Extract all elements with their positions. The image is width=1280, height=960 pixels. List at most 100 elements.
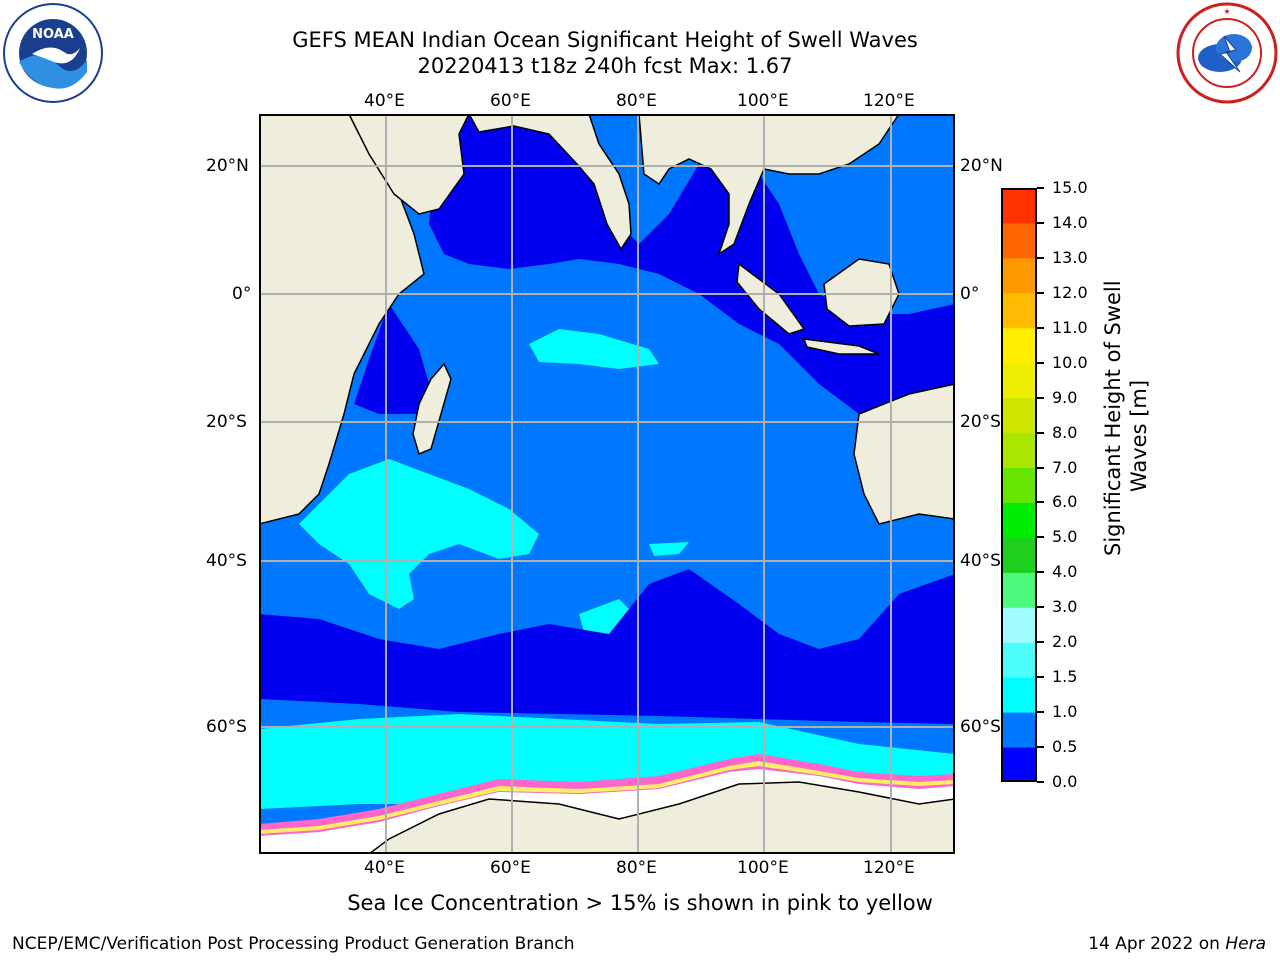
- lon-label-bottom: 40°E: [364, 858, 405, 878]
- colorbar-tick-label: 7.0: [1052, 457, 1078, 477]
- lon-label-top: 100°E: [737, 91, 789, 111]
- colorbar-tick-label: 2.0: [1052, 632, 1078, 652]
- colorbar-tick-label: 13.0: [1052, 247, 1088, 267]
- colorbar-cell: [1002, 502, 1036, 538]
- colorbar-tick-mark: [1037, 501, 1044, 504]
- lat-label-right: 20°N: [960, 156, 1003, 176]
- lon-label-top: 60°E: [490, 91, 531, 111]
- swell-patch-central: [529, 329, 659, 369]
- ocean-low-swell-south: [260, 569, 954, 724]
- colorbar-tick-mark: [1037, 431, 1044, 434]
- sea-ice-note: Sea Ice Concentration > 15% is shown in …: [347, 891, 933, 915]
- lon-label-bottom: 80°E: [616, 858, 657, 878]
- colorbar-tick-mark: [1037, 361, 1044, 364]
- colorbar-cell: [1002, 432, 1036, 469]
- lon-label-bottom: 100°E: [737, 858, 789, 878]
- antarctica-land: [369, 781, 954, 853]
- colorbar-tick-label: 0.0: [1052, 772, 1078, 791]
- colorbar: [1001, 188, 1037, 782]
- colorbar-cell: [1002, 292, 1036, 329]
- colorbar-cell: [1002, 467, 1036, 503]
- swell-patch-south: [579, 599, 634, 634]
- swell-patch-small: [649, 542, 689, 556]
- colorbar-tick-mark: [1037, 291, 1044, 294]
- colorbar-tick-label: 9.0: [1052, 387, 1078, 407]
- lon-label-top: 80°E: [616, 91, 657, 111]
- nws-logo: ★: [1176, 2, 1278, 104]
- lon-label-top: 40°E: [364, 91, 405, 111]
- colorbar-tick-label: 15.0: [1052, 178, 1088, 197]
- noaa-logo: NOAA: [2, 2, 104, 104]
- colorbar-tick-label: 3.0: [1052, 597, 1078, 617]
- arabia-land: [348, 115, 470, 215]
- colorbar-tick-label: 1.5: [1052, 667, 1078, 687]
- colorbar-cell: [1002, 222, 1036, 259]
- colorbar-tick-mark: [1037, 221, 1044, 224]
- colorbar-tick-label: 6.0: [1052, 492, 1078, 512]
- colorbar-cell: [1002, 327, 1036, 364]
- footer-date: 14 Apr 2022 on Hera: [1088, 934, 1266, 954]
- colorbar-tick-label: 0.5: [1052, 737, 1078, 757]
- lat-label-left: 0°: [232, 284, 252, 304]
- colorbar-tick-mark: [1037, 256, 1044, 259]
- colorbar-tick-mark: [1037, 711, 1044, 714]
- colorbar-tick-mark: [1037, 746, 1044, 749]
- chart-title: GEFS MEAN Indian Ocean Significant Heigh…: [292, 28, 918, 52]
- colorbar-cell: [1002, 362, 1036, 399]
- colorbar-tick-label: 4.0: [1052, 562, 1078, 582]
- colorbar-tick-mark: [1037, 187, 1044, 189]
- lat-label-right: 40°S: [960, 551, 1001, 571]
- lat-label-right: 20°S: [960, 412, 1001, 432]
- footer-host: Hera: [1225, 934, 1266, 954]
- colorbar-cell: [1002, 537, 1036, 573]
- colorbar-cell: [1002, 188, 1036, 224]
- lon-label-top: 120°E: [863, 91, 915, 111]
- colorbar-tick-mark: [1037, 326, 1044, 329]
- colorbar-cell: [1002, 747, 1036, 782]
- map-frame: [259, 114, 955, 854]
- colorbar-tick-label: 8.0: [1052, 422, 1078, 442]
- india-land: [468, 115, 632, 251]
- lat-label-left: 20°N: [206, 156, 249, 176]
- swell-patch-southwest: [299, 459, 539, 609]
- ocean-low-swell-mozambique: [354, 304, 439, 414]
- sea-ice-edge-yellow: [260, 761, 954, 834]
- colorbar-tick-mark: [1037, 466, 1044, 469]
- colorbar-label: Significant Height of Swell Waves [m]: [1100, 280, 1152, 556]
- noaa-logo-text: NOAA: [32, 27, 74, 42]
- colorbar-cell: [1002, 572, 1036, 608]
- australia-land: [853, 383, 954, 525]
- lon-label-bottom: 120°E: [863, 858, 915, 878]
- colorbar-tick-label: 5.0: [1052, 527, 1078, 547]
- lat-label-left: 40°S: [206, 551, 247, 571]
- map-gridlines: [260, 115, 954, 853]
- colorbar-tick-mark: [1037, 781, 1044, 783]
- colorbar-tick-mark: [1037, 571, 1044, 574]
- java-land: [802, 338, 880, 355]
- colorbar-cell: [1002, 642, 1036, 678]
- colorbar-label-line1: Significant Height of Swell: [1101, 280, 1125, 556]
- colorbar-tick-label: 11.0: [1052, 317, 1088, 337]
- colorbar-tick-mark: [1037, 396, 1044, 399]
- madagascar-land: [412, 362, 452, 456]
- colorbar-label-line2: Waves [m]: [1127, 379, 1151, 493]
- colorbar-tick-mark: [1037, 536, 1044, 539]
- colorbar-tick-label: 12.0: [1052, 282, 1088, 302]
- southeast-asia-land: [638, 115, 900, 256]
- swell-band-southern-ocean: [260, 714, 954, 809]
- colorbar-tick-mark: [1037, 641, 1044, 644]
- colorbar-tick-label: 1.0: [1052, 702, 1078, 722]
- colorbar-tick-label: 10.0: [1052, 352, 1088, 372]
- map-panel: [259, 114, 955, 854]
- lat-label-right: 0°: [960, 284, 980, 304]
- colorbar-cell: [1002, 397, 1036, 434]
- svg-text:★: ★: [1223, 7, 1230, 16]
- footer-source: NCEP/EMC/Verification Post Processing Pr…: [12, 934, 575, 954]
- footer-date-text: 14 Apr 2022 on: [1088, 934, 1226, 954]
- colorbar-tick-label: 14.0: [1052, 212, 1088, 232]
- colorbar-tick-mark: [1037, 606, 1044, 609]
- colorbar-tick-mark: [1037, 676, 1044, 679]
- colorbar-cell: [1002, 712, 1036, 748]
- lat-label-left: 20°S: [206, 412, 247, 432]
- colorbar-cell: [1002, 607, 1036, 643]
